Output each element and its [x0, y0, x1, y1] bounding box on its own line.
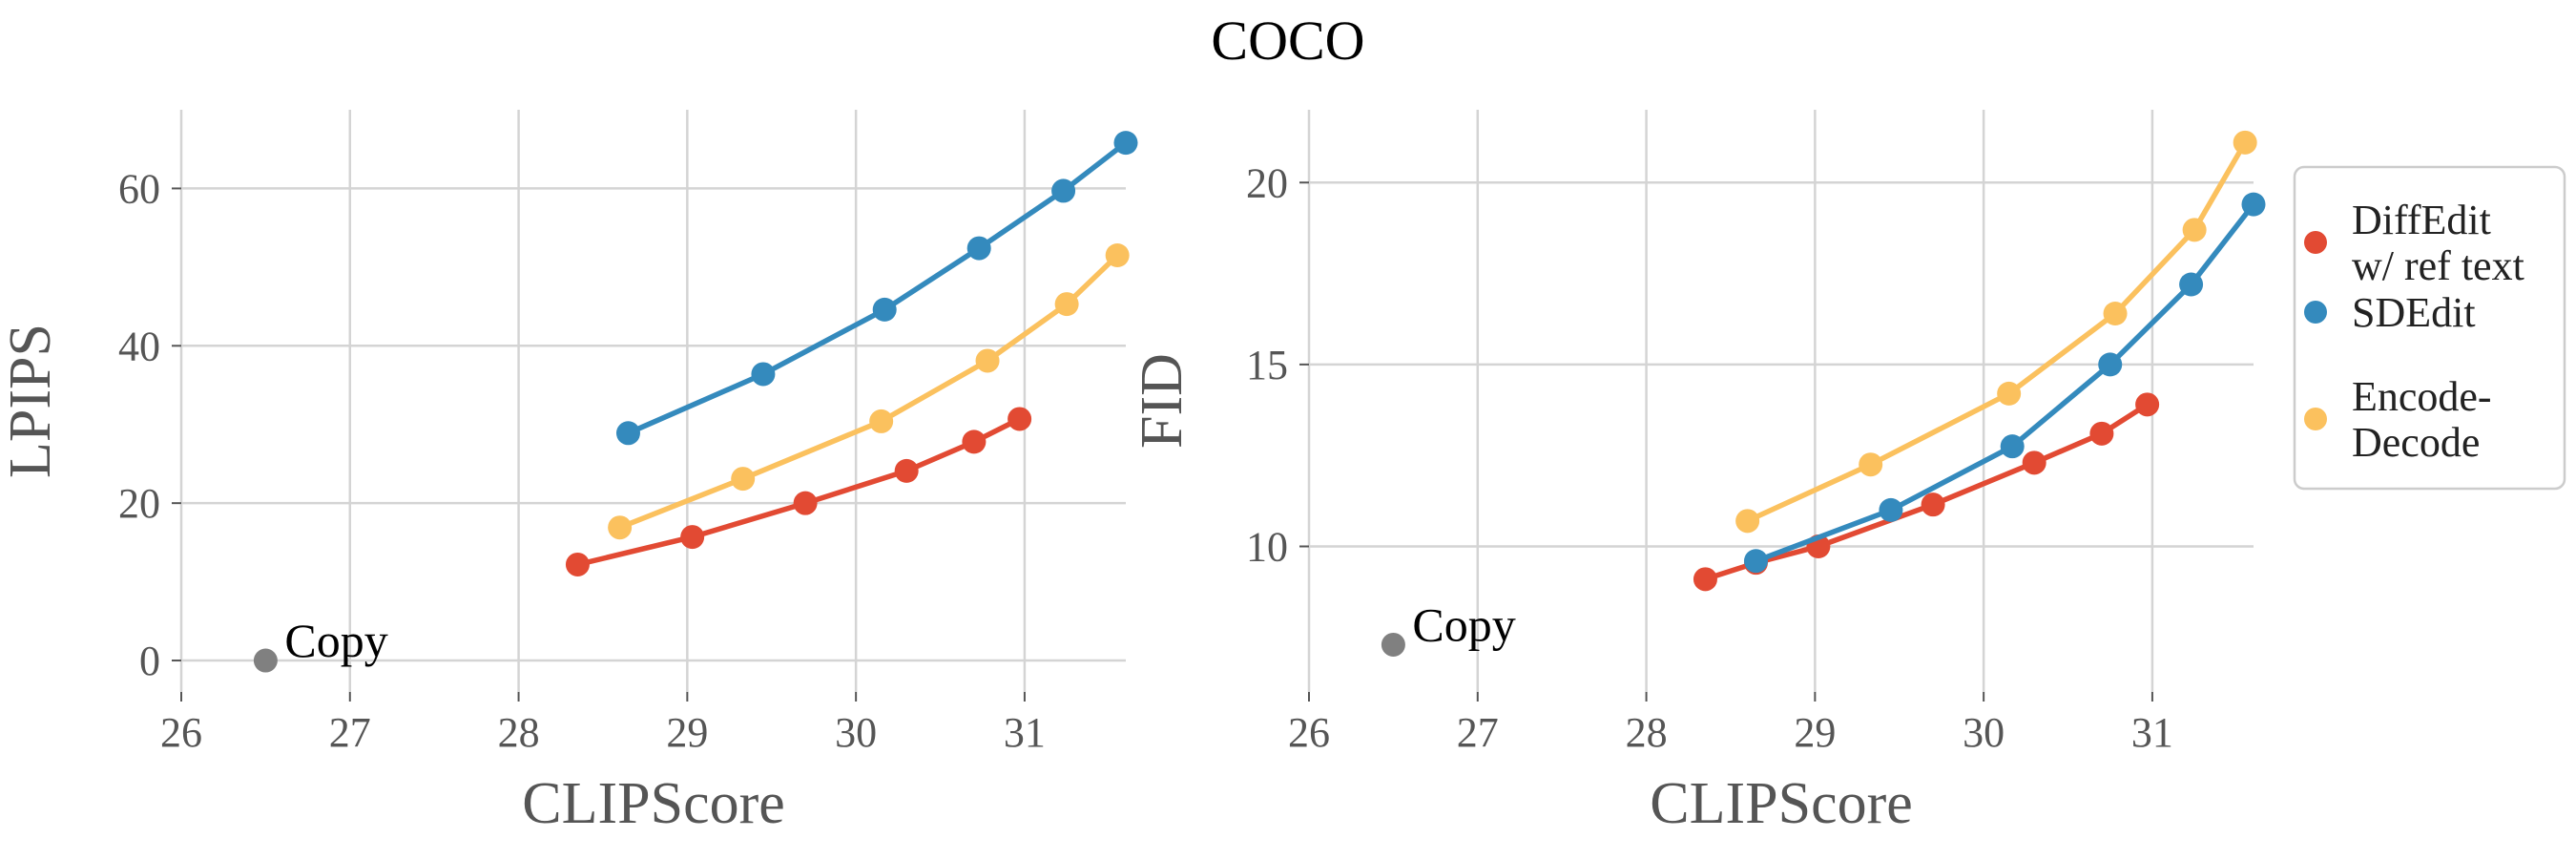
y-tick-label: 15	[1246, 342, 1288, 388]
data-point-sdedit	[1051, 178, 1076, 203]
series-line-encode_decode	[1744, 139, 2248, 524]
y-tick-label: 60	[118, 165, 160, 212]
y-axis-label: FID	[1130, 353, 1195, 449]
x-axis-label: CLIPScore	[1650, 771, 1913, 836]
data-point-sdedit	[2098, 352, 2123, 377]
x-tick-label: 28	[1626, 709, 1668, 756]
copy-label: Copy	[284, 614, 387, 667]
data-point-diffedit	[2089, 421, 2114, 446]
copy-label: Copy	[1412, 597, 1515, 651]
y-tick-label: 10	[1246, 524, 1288, 571]
data-point-sdedit	[2241, 192, 2266, 217]
x-tick-label: 29	[666, 709, 708, 756]
data-point-encode_decode	[1997, 381, 2022, 406]
data-point-encode_decode	[2233, 130, 2257, 155]
data-point-sdedit	[2000, 434, 2025, 459]
y-axis-label: LPIPS	[0, 324, 63, 478]
data-point-sdedit	[1743, 549, 1768, 574]
y-tick-label: 0	[139, 638, 160, 684]
series-line-sdedit	[625, 139, 1129, 436]
chart-panel-lpips: 26 27 28 29 30 31 0 20 40 60 CLIPScore LPIPS Copy	[0, 110, 1138, 836]
data-point-diffedit	[1008, 407, 1032, 431]
legend-label-line: DiffEdit	[2352, 197, 2491, 243]
legend-label-line: Decode	[2352, 419, 2480, 466]
x-tick-label: 29	[1794, 709, 1836, 756]
x-tick-label: 27	[1457, 709, 1499, 756]
y-tick-label: 20	[1246, 159, 1288, 206]
data-point-sdedit	[2179, 272, 2204, 297]
data-point-encode_decode	[731, 467, 756, 492]
copy-point	[253, 648, 278, 673]
x-tick-label: 26	[160, 709, 202, 756]
data-point-diffedit	[1693, 567, 1717, 592]
series-line-diffedit	[574, 416, 1023, 568]
data-point-diffedit	[565, 552, 590, 576]
x-tick-label: 30	[835, 709, 877, 756]
data-point-encode_decode	[1105, 243, 1130, 267]
x-tick-label: 31	[1004, 709, 1046, 756]
data-point-encode_decode	[2103, 302, 2128, 325]
x-axis-label: CLIPScore	[522, 771, 785, 836]
data-point-diffedit	[680, 525, 705, 550]
legend-label-line: Encode-	[2352, 373, 2492, 420]
data-point-sdedit	[966, 236, 991, 261]
data-point-diffedit	[894, 458, 919, 483]
data-point-diffedit	[962, 430, 987, 454]
data-point-diffedit	[2135, 392, 2160, 417]
data-point-sdedit	[1113, 131, 1138, 156]
legend-marker-diffedit	[2304, 231, 2327, 254]
series-line-encode_decode	[616, 252, 1120, 531]
x-tick-label: 27	[329, 709, 371, 756]
data-point-encode_decode	[608, 515, 633, 540]
data-point-encode_decode	[1859, 452, 1883, 477]
data-point-encode_decode	[2182, 218, 2207, 242]
legend-marker-encode_decode	[2304, 408, 2327, 430]
data-point-encode_decode	[1735, 509, 1760, 534]
x-tick-label: 28	[498, 709, 540, 756]
legend-label-line: w/ ref text	[2352, 242, 2524, 289]
data-point-sdedit	[1879, 497, 1903, 522]
legend-marker-sdedit	[2304, 301, 2327, 324]
data-point-diffedit	[793, 491, 818, 515]
chart-panel-fid: 26 27 28 29 30 31 10 15 20 CLIPScore FID Copy	[1130, 110, 2266, 836]
y-tick-label: 40	[118, 323, 160, 369]
data-point-sdedit	[751, 362, 776, 387]
legend-label-sdedit: SDEdit	[2352, 289, 2476, 336]
data-point-diffedit	[1921, 492, 1945, 517]
legend-label-diffedit: DiffEdit w/ ref text	[2352, 197, 2524, 289]
x-tick-label: 26	[1288, 709, 1330, 756]
legend-label-line: SDEdit	[2352, 289, 2476, 336]
data-point-sdedit	[872, 297, 897, 322]
data-point-sdedit	[615, 421, 640, 446]
data-point-encode_decode	[1054, 292, 1079, 317]
series-line-sdedit	[1753, 201, 2256, 564]
data-point-diffedit	[2022, 450, 2046, 475]
legend-label-encode_decode: Encode-Decode	[2352, 373, 2492, 466]
y-tick-label: 20	[118, 480, 160, 527]
figure-title: COCO	[1211, 10, 1364, 72]
data-point-encode_decode	[975, 348, 1000, 373]
legend-frame	[2293, 165, 2566, 491]
data-point-encode_decode	[869, 409, 894, 433]
copy-point	[1381, 632, 1405, 657]
x-tick-label: 30	[1963, 709, 2005, 756]
x-tick-label: 31	[2131, 709, 2173, 756]
